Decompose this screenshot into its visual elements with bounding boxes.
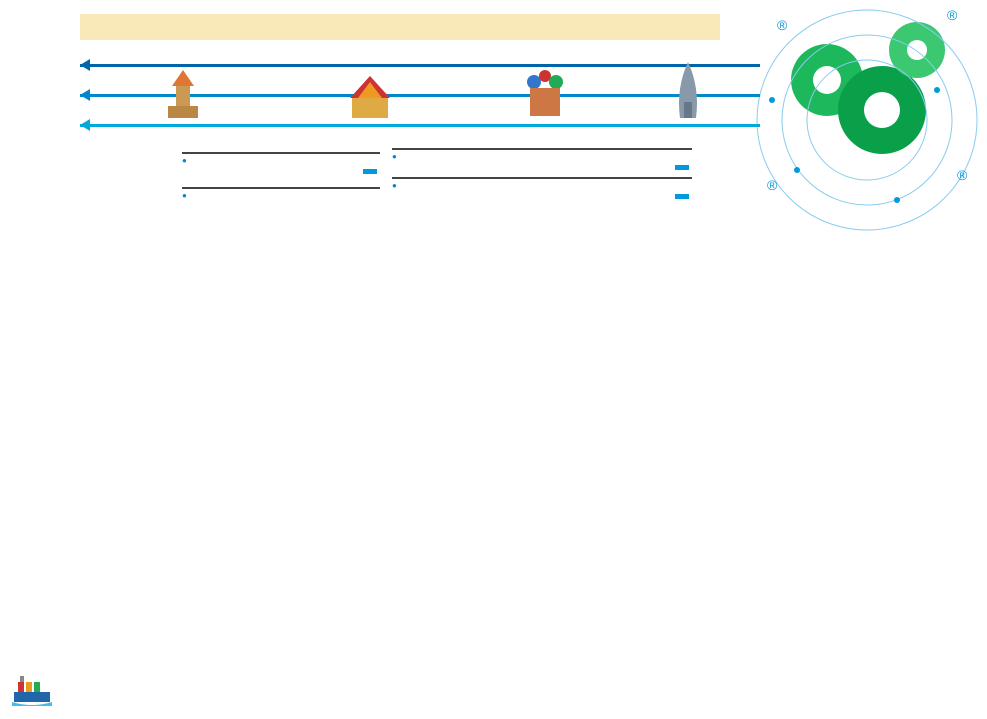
- page: ® ® ® ®: [0, 0, 987, 719]
- headline-box: [80, 14, 720, 40]
- svg-text:®: ®: [947, 7, 958, 23]
- chart-top20: [182, 152, 380, 177]
- arc-title: [182, 191, 380, 200]
- chart10a-legend: [392, 193, 692, 200]
- left-sidebar: [0, 0, 70, 719]
- col-2: [392, 142, 692, 306]
- landmark-2: [340, 72, 400, 122]
- col-1: [80, 142, 380, 306]
- landmark-4: [670, 58, 706, 122]
- landmark-1: [160, 66, 206, 122]
- chart-10a: [392, 177, 692, 200]
- timeline-banner: [80, 46, 977, 134]
- svg-text:®: ®: [957, 167, 968, 183]
- chart20-title: [182, 156, 380, 165]
- landmark-3: [520, 66, 570, 122]
- svg-text:®: ®: [767, 177, 778, 193]
- chart20-legend: [182, 168, 380, 175]
- main-content: ® ® ® ®: [70, 0, 987, 719]
- ship-icon: [8, 672, 56, 713]
- chart10c-legend: [392, 164, 692, 171]
- chart10a-title: [392, 181, 692, 190]
- svg-text:®: ®: [777, 17, 788, 33]
- chart-arc: [182, 187, 380, 306]
- chart10c-title: [392, 152, 692, 161]
- chart-10c: [392, 148, 692, 171]
